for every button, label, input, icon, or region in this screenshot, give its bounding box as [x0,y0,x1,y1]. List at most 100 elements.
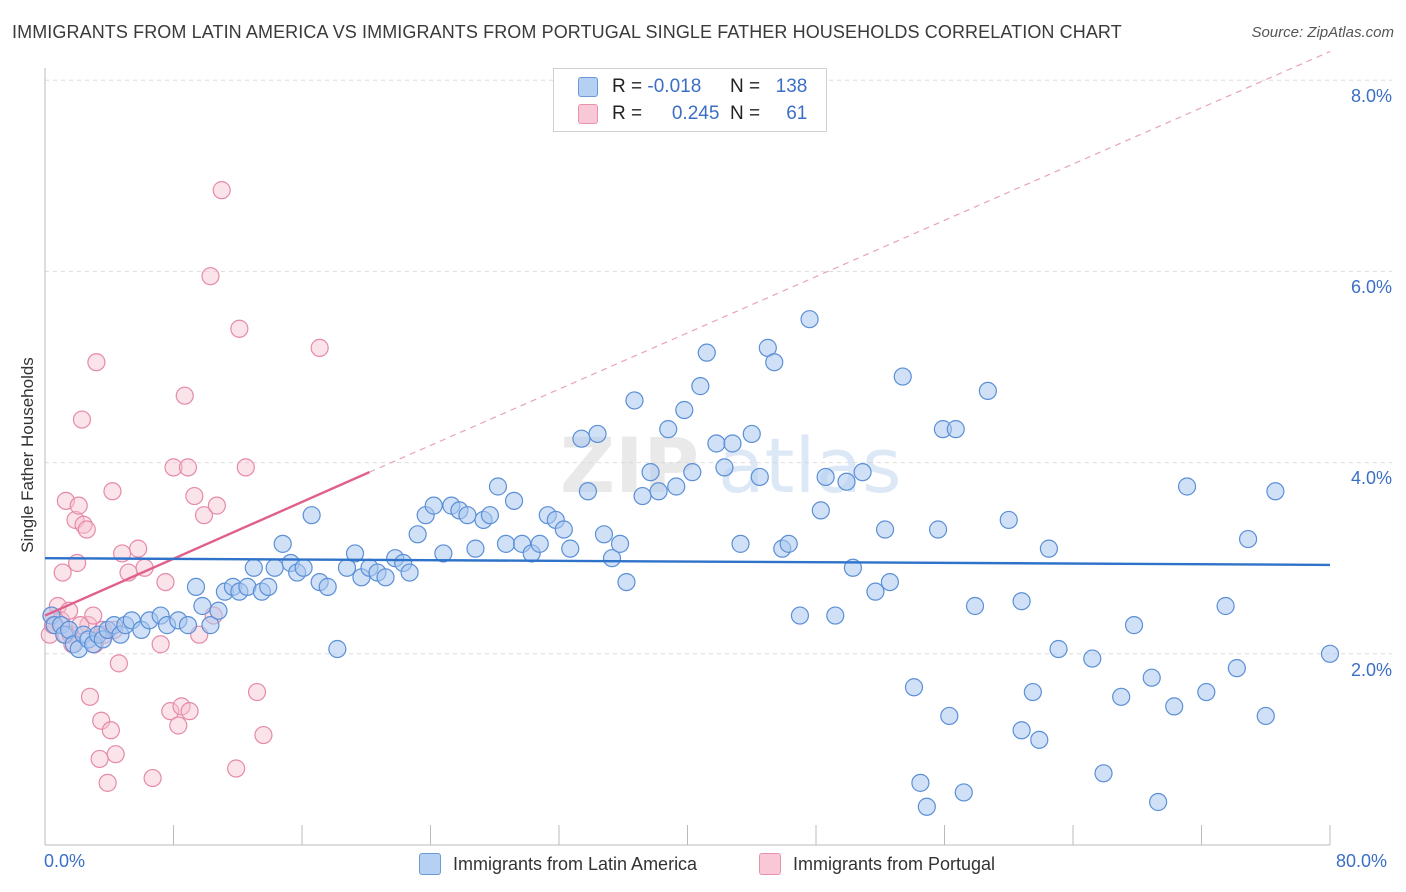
point-portugal [230,319,249,338]
point-latin-america [853,463,872,482]
point-latin-america [811,501,830,520]
trend-line-latin-america [44,557,1331,567]
bottom-legend-portugal: Immigrants from Portugal [759,850,995,878]
legend-n-value: 138 [775,76,808,97]
point-latin-america [328,639,347,659]
point-latin-america [837,472,856,491]
x-tick-label-max: 80.0% [1336,851,1388,871]
point-portugal [106,745,125,764]
point-latin-america [816,467,835,487]
point-portugal [227,759,246,778]
point-latin-america [779,534,798,553]
point-latin-america [928,520,948,539]
grid-lines [45,79,1392,655]
legend-r-value: -0.018 [647,76,702,97]
point-latin-america [1112,687,1131,706]
point-latin-america [1227,659,1246,678]
point-latin-america [458,506,477,525]
axes [44,68,1331,846]
point-portugal [151,635,170,654]
point-portugal [169,716,188,735]
point-latin-america [209,601,228,620]
point-latin-america [625,391,644,410]
source-credit: Source: ZipAtlas.com [1251,24,1394,41]
legend-n-label: N = [729,76,761,97]
point-latin-america [1320,644,1340,663]
point-latin-america [750,467,769,487]
series-portugal-points [40,181,329,792]
point-latin-america [588,424,607,444]
point-latin-america [504,491,524,510]
point-latin-america [1149,792,1168,812]
point-latin-america [999,510,1018,530]
point-portugal [80,687,100,706]
legend-swatch-blue [578,77,598,97]
point-latin-america [723,434,742,453]
point-latin-america [633,486,652,506]
legend-n-value: 61 [786,103,808,124]
point-portugal [101,721,120,740]
point-portugal [84,606,103,625]
point-latin-america [1238,529,1258,549]
point-latin-america [659,420,678,439]
point-latin-america [1030,730,1049,749]
stats-legend: R = -0.018 N = 138 R = 0.245 N = 61 [553,68,827,132]
y-tick-label-6: 6.0% [1350,277,1392,297]
point-latin-america [1124,616,1144,635]
point-portugal [247,682,267,702]
point-latin-america [488,477,508,496]
point-latin-america [667,477,686,496]
point-portugal [180,702,199,721]
point-portugal [310,338,329,357]
point-latin-america [691,377,710,396]
point-portugal [98,773,117,792]
point-latin-america [893,367,912,386]
point-latin-america [1177,477,1197,496]
legend-row-latin-america: R = -0.018 N = 138 [578,75,807,99]
point-latin-america [561,539,580,558]
point-latin-america [530,534,549,553]
point-latin-america [318,577,337,596]
point-latin-america [866,582,885,601]
legend-r-label: R = [612,76,643,97]
bottom-legend-label: Immigrants from Latin America [453,853,698,874]
point-latin-america [1256,706,1275,726]
point-portugal [207,496,226,515]
point-latin-america [1049,639,1068,659]
point-latin-america [946,420,965,439]
bottom-legend-label: Immigrants from Portugal [793,853,996,874]
y-tick-label-2: 2.0% [1350,660,1392,680]
point-latin-america [480,506,500,525]
point-latin-america [572,429,591,448]
point-latin-america [641,463,660,482]
point-latin-america [1142,668,1161,687]
point-latin-america [1216,596,1235,616]
point-latin-america [765,353,784,372]
point-latin-america [940,706,959,726]
bottom-legend-swatch-pink [759,853,781,875]
point-portugal [90,749,109,769]
point-latin-america [904,678,924,697]
point-latin-america [294,558,313,577]
point-latin-america [826,606,845,625]
point-latin-america [610,534,630,553]
point-latin-america [917,797,936,816]
point-portugal [156,572,175,592]
trend-lines [44,50,1331,617]
point-portugal [77,520,96,539]
point-latin-america [1083,649,1102,668]
y-tick-label-8: 8.0% [1350,86,1392,106]
legend-swatch-pink [578,104,598,124]
point-portugal [175,386,194,405]
point-latin-america [424,496,443,515]
chart-title: IMMIGRANTS FROM LATIN AMERICA VS IMMIGRA… [12,22,1122,42]
point-portugal [161,702,180,721]
point-latin-america [800,310,819,329]
point-latin-america [697,343,716,362]
point-latin-america [201,616,220,635]
point-portugal [201,267,220,286]
series-latin-america-points [42,310,1340,816]
point-latin-america [466,539,485,558]
point-latin-america [683,463,702,482]
point-latin-america [1094,764,1113,783]
